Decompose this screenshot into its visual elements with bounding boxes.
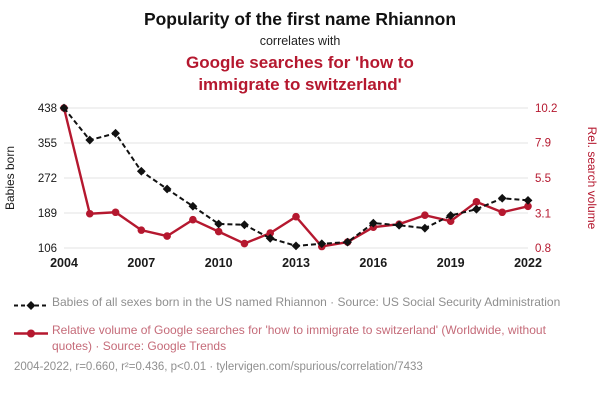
svg-text:7.9: 7.9 bbox=[535, 137, 551, 149]
svg-text:2013: 2013 bbox=[282, 256, 310, 270]
svg-text:3.1: 3.1 bbox=[535, 209, 551, 221]
svg-text:Babies born: Babies born bbox=[3, 146, 17, 210]
chart-title: Popularity of the first name Rhiannon bbox=[143, 9, 457, 29]
svg-text:2016: 2016 bbox=[359, 256, 387, 270]
chart-red-title: Google searches for 'how to immigrate to… bbox=[0, 52, 600, 96]
legend-item-babies: Babies of all sexes born in the US named… bbox=[14, 295, 586, 316]
svg-text:2022: 2022 bbox=[514, 256, 542, 270]
solid-circle-legend-icon bbox=[14, 323, 52, 344]
dashed-diamond-legend-icon bbox=[14, 295, 52, 316]
svg-text:0.8: 0.8 bbox=[535, 243, 551, 255]
svg-text:2004: 2004 bbox=[50, 256, 78, 270]
footer-stats: 2004-2022, r=0.660, r²=0.436, p<0.01 · t… bbox=[14, 361, 423, 374]
svg-text:2007: 2007 bbox=[127, 256, 155, 270]
svg-text:Rel. search volume: Rel. search volume bbox=[585, 127, 599, 230]
svg-text:272: 272 bbox=[38, 173, 57, 185]
legend-item-searches: Relative volume of Google searches for '… bbox=[14, 323, 586, 354]
svg-text:189: 189 bbox=[38, 208, 57, 220]
svg-text:355: 355 bbox=[38, 138, 57, 150]
chart-canvas: 438 355 272 189 106 10.2 7.9 5.5 3.1 0.8 2004 2007 2… bbox=[3, 103, 599, 270]
svg-text:2010: 2010 bbox=[205, 256, 233, 270]
svg-text:106: 106 bbox=[38, 243, 57, 255]
chart-header: Popularity of the first name Rhiannon co… bbox=[0, 8, 600, 96]
chart-subtitle: correlates with bbox=[259, 33, 341, 48]
svg-text:5.5: 5.5 bbox=[535, 173, 551, 185]
svg-text:438: 438 bbox=[38, 103, 57, 115]
svg-text:10.2: 10.2 bbox=[535, 103, 557, 115]
legend: Babies of all sexes born in the US named… bbox=[14, 295, 586, 354]
legend-label-searches: Relative volume of Google searches for '… bbox=[52, 322, 546, 353]
chart-area: 438 355 272 189 106 10.2 7.9 5.5 3.1 0.8 2004 2007 2… bbox=[0, 100, 600, 285]
red-title-line-2: immigrate to switzerland' bbox=[198, 74, 402, 94]
red-title-line-1: Google searches for 'how to bbox=[186, 52, 414, 72]
svg-text:2019: 2019 bbox=[437, 256, 465, 270]
legend-label-babies: Babies of all sexes born in the US named… bbox=[52, 294, 561, 309]
